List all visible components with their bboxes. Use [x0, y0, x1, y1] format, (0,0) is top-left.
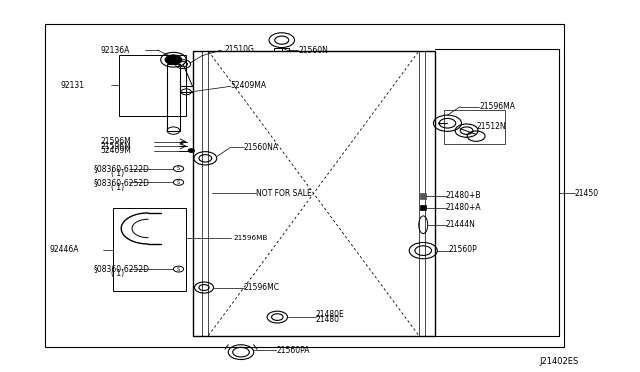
Text: S: S — [177, 180, 180, 185]
Bar — [45, 23, 564, 347]
Text: §08360-6122D: §08360-6122D — [94, 164, 150, 173]
Bar — [274, 48, 289, 51]
Text: 21450: 21450 — [575, 189, 599, 198]
Text: 21596MA: 21596MA — [479, 102, 515, 111]
Text: §08360-6252D: §08360-6252D — [94, 264, 150, 273]
Text: ( 1): ( 1) — [111, 269, 124, 278]
Bar — [420, 205, 426, 210]
Text: 21560NA: 21560NA — [244, 143, 278, 152]
Bar — [113, 208, 186, 291]
Text: ( 1): ( 1) — [111, 169, 124, 178]
Text: 92446A: 92446A — [49, 245, 79, 254]
Bar — [167, 64, 180, 131]
Text: 21596M: 21596M — [100, 137, 131, 146]
Text: ( 1): ( 1) — [111, 183, 124, 192]
Text: 21444N: 21444N — [445, 219, 476, 228]
Text: 52409M: 52409M — [100, 146, 131, 155]
Text: 52409MA: 52409MA — [231, 81, 267, 90]
Text: 21596M: 21596M — [100, 142, 131, 151]
Text: S: S — [177, 166, 180, 171]
Bar — [444, 110, 505, 144]
Text: 21560PA: 21560PA — [276, 346, 310, 355]
Text: 92131: 92131 — [61, 81, 84, 90]
Text: J21402ES: J21402ES — [540, 357, 579, 366]
Circle shape — [165, 55, 182, 64]
Text: 21560P: 21560P — [449, 246, 477, 254]
Bar — [119, 55, 186, 116]
Text: 21596MB: 21596MB — [234, 235, 268, 241]
Text: 21510G: 21510G — [225, 45, 254, 54]
Text: 21480E: 21480E — [316, 310, 344, 319]
Text: 21596MC: 21596MC — [244, 283, 280, 292]
Text: S: S — [177, 267, 180, 272]
Text: 21480+B: 21480+B — [445, 191, 481, 200]
Text: §08360-6252D: §08360-6252D — [94, 178, 150, 187]
Circle shape — [188, 149, 195, 153]
Bar — [193, 51, 435, 336]
Bar — [420, 193, 426, 199]
Text: 92136A: 92136A — [100, 46, 129, 55]
Text: 21560N: 21560N — [299, 46, 329, 55]
Text: 21512N: 21512N — [476, 122, 506, 131]
Text: NOT FOR SALE: NOT FOR SALE — [256, 189, 312, 198]
Text: 21480+A: 21480+A — [445, 202, 481, 212]
Text: 21480: 21480 — [316, 315, 340, 324]
